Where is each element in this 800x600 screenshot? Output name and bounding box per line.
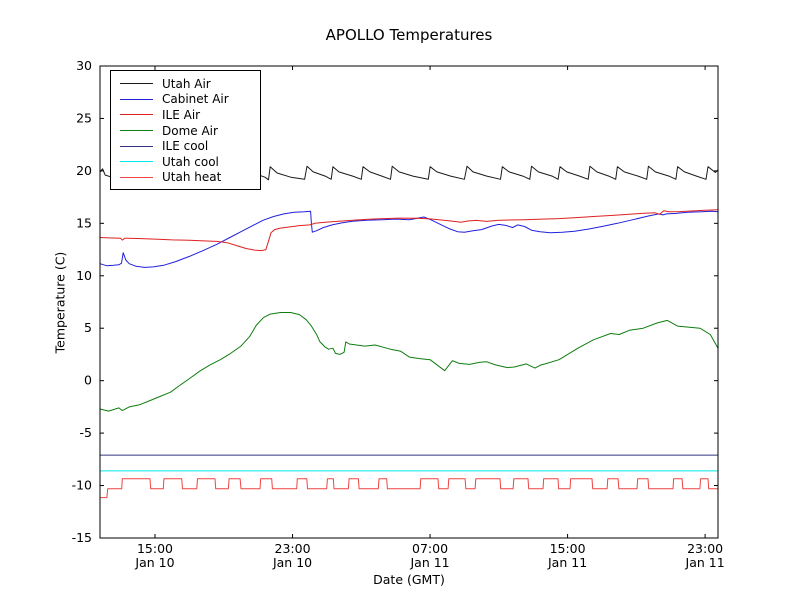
legend-line-sample	[120, 83, 153, 85]
y-tick-label: 0	[84, 373, 92, 388]
legend-entry-dome-air: Dome Air	[111, 123, 260, 139]
x-tick-label-date: Jan 10	[134, 555, 174, 570]
x-tick-label-time: 07:00	[412, 541, 448, 556]
legend-entry-utah-heat: Utah heat	[111, 170, 260, 186]
chart-title: APOLLO Temperatures	[325, 26, 493, 44]
axes-frame	[99, 65, 719, 539]
y-tick-label: -5	[80, 425, 92, 440]
legend-line-sample	[120, 114, 153, 116]
legend-label: ILE cool	[162, 139, 209, 154]
legend-label: Utah Air	[162, 76, 211, 91]
y-tick-label: 25	[76, 110, 92, 125]
legend-label: Dome Air	[162, 123, 218, 138]
legend-line-sample	[120, 161, 153, 163]
legend-entry-ile-cool: ILE cool	[111, 138, 260, 154]
legend-entry-utah-air: Utah Air	[111, 76, 260, 92]
y-tick-label: 15	[76, 215, 92, 230]
legend-line-sample	[120, 130, 153, 132]
x-tick-label-date: Jan 11	[547, 555, 587, 570]
legend-label: ILE Air	[162, 107, 201, 122]
y-tick-label: 5	[84, 320, 92, 335]
y-axis-label: Temperature (C)	[52, 251, 68, 354]
legend-label: Utah heat	[162, 170, 222, 185]
series-line-utah-heat	[100, 478, 718, 499]
x-axis-label: Date (GMT)	[373, 572, 445, 587]
legend-entry-utah-cool: Utah cool	[111, 154, 260, 170]
series-line-cabinet-air	[99, 210, 719, 268]
y-tick-label: 10	[76, 268, 92, 283]
y-tick-label: 20	[76, 163, 92, 178]
y-tick-label: -15	[72, 530, 92, 545]
x-tick-label-date: Jan 10	[272, 555, 312, 570]
legend-label: Cabinet Air	[162, 92, 229, 107]
legend-entry-ile-air: ILE Air	[111, 107, 260, 123]
series-line-ile-air	[99, 209, 719, 252]
x-tick-label-time: 15:00	[550, 541, 586, 556]
legend-label: Utah cool	[162, 154, 219, 169]
x-tick-label-date: Jan 11	[409, 555, 449, 570]
legend-line-sample	[120, 98, 153, 100]
x-tick-label-time: 23:00	[687, 541, 723, 556]
legend-entry-cabinet-air: Cabinet Air	[111, 92, 260, 108]
y-tick-label: -10	[72, 478, 92, 493]
series-line-dome-air	[99, 312, 719, 412]
legend-line-sample	[120, 145, 153, 147]
legend-line-sample	[120, 176, 153, 178]
x-tick-label-time: 15:00	[137, 541, 173, 556]
legend: Utah Air Cabinet Air ILE Air Dome Air IL…	[110, 70, 261, 190]
x-tick-label-date: Jan 11	[685, 555, 725, 570]
x-tick-label-time: 23:00	[275, 541, 311, 556]
y-tick-label: 30	[76, 58, 92, 73]
